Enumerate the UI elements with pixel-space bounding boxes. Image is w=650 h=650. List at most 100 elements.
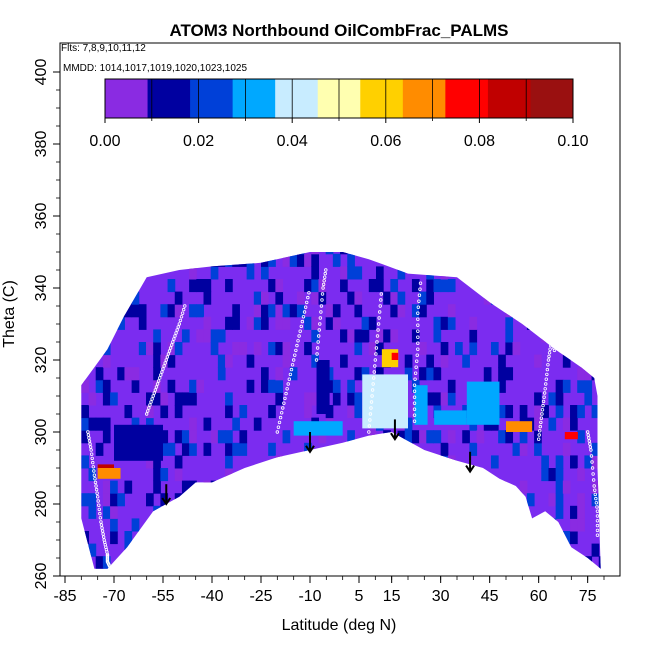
track-dot xyxy=(315,346,320,350)
heatmap-cell xyxy=(476,468,485,482)
heatmap-cell xyxy=(203,493,212,507)
x-axis-title: Latitude (deg N) xyxy=(282,617,397,634)
heatmap-cell xyxy=(311,329,319,343)
heatmap-cell xyxy=(174,342,183,356)
heatmap-cell xyxy=(153,531,161,545)
heatmap-cell xyxy=(88,417,97,431)
track-dot xyxy=(94,484,98,488)
heatmap-cell xyxy=(397,253,406,267)
track-dot xyxy=(283,396,287,401)
heatmap-cell xyxy=(332,304,341,318)
heatmap-cell xyxy=(354,405,363,419)
track-dot xyxy=(168,346,173,350)
track-dot xyxy=(171,340,175,344)
heatmap-cell xyxy=(505,329,514,343)
track-dot xyxy=(377,310,382,314)
heatmap-cell xyxy=(570,342,578,356)
track-dot xyxy=(156,379,161,383)
heatmap-cell xyxy=(181,543,190,557)
heatmap-cell xyxy=(88,468,97,482)
y-tick-label: 400 xyxy=(33,59,50,86)
heatmap-cell xyxy=(153,455,161,469)
heatmap-cell xyxy=(253,493,262,507)
heatmap-cell xyxy=(447,379,456,393)
track-dot xyxy=(279,411,284,415)
x-tick-label: -25 xyxy=(249,588,272,605)
track-dot xyxy=(541,399,546,404)
arrow-head xyxy=(305,445,315,454)
heatmap-cell xyxy=(419,291,427,305)
heatmap-cell xyxy=(95,417,104,431)
heatmap-cell xyxy=(81,379,90,393)
heatmap-cell xyxy=(332,455,341,469)
heatmap-cell xyxy=(505,518,514,532)
heatmap-cell xyxy=(411,304,420,318)
track-dot xyxy=(282,401,286,405)
x-tick-label: -10 xyxy=(298,588,321,605)
heatmap-cell xyxy=(189,518,197,532)
heatmap-cell xyxy=(239,442,248,456)
heatmap-cell xyxy=(160,543,169,557)
track-dot xyxy=(595,514,600,518)
heatmap-cell xyxy=(534,316,542,330)
heatmap-cell xyxy=(519,430,528,444)
heatmap-cell xyxy=(562,379,571,393)
heatmap-cell xyxy=(203,480,212,494)
heatmap-cell xyxy=(577,430,585,444)
heatmap-cell xyxy=(562,556,571,569)
heatmap-cell xyxy=(203,329,212,343)
heatmap-cell xyxy=(95,442,104,456)
heatmap-cell xyxy=(146,342,154,356)
heatmap-cell xyxy=(124,556,133,569)
heatmap-cell xyxy=(261,316,269,330)
track-dot xyxy=(595,523,600,528)
heatmap-cell xyxy=(577,342,585,356)
heatmap-cell xyxy=(347,266,355,280)
heatmap-cell xyxy=(289,493,298,507)
heatmap-cell xyxy=(81,252,90,255)
heatmap-cell xyxy=(253,505,262,519)
heatmap-cell xyxy=(455,531,463,545)
heatmap-cell xyxy=(526,493,535,507)
track-dot xyxy=(324,268,328,272)
heatmap-cell xyxy=(268,342,276,356)
track-dot xyxy=(371,382,375,386)
heatmap-cell xyxy=(160,556,169,569)
y-tick-label: 260 xyxy=(33,563,50,590)
track-dot xyxy=(589,448,593,452)
heatmap-cell xyxy=(426,266,434,280)
heatmap-cell xyxy=(318,279,327,293)
heatmap-cell xyxy=(239,253,248,267)
heatmap-cell xyxy=(361,329,370,343)
track-dot xyxy=(591,478,596,482)
heatmap-cell xyxy=(311,505,319,519)
heatmap-cell xyxy=(189,505,197,519)
heatmap-cell xyxy=(390,291,399,305)
track-dot xyxy=(318,316,323,320)
heatmap-cell xyxy=(81,417,90,431)
track-dot xyxy=(150,397,154,401)
heatmap-cell xyxy=(253,316,262,330)
heatmap-cell xyxy=(181,442,190,456)
heatmap-cell xyxy=(469,329,478,343)
heatmap-cell xyxy=(246,505,255,519)
heatmap-cell xyxy=(146,253,154,267)
heatmap-cell xyxy=(196,279,205,293)
heatmap-cell xyxy=(160,430,169,444)
heatmap-cell xyxy=(325,316,334,330)
track-dot xyxy=(376,322,381,326)
heatmap-cell xyxy=(440,455,449,469)
track-dot xyxy=(144,412,149,416)
track-dot xyxy=(373,364,377,368)
heatmap-cell xyxy=(584,455,593,469)
heatmap-cell xyxy=(548,266,557,280)
track-dot xyxy=(277,420,282,425)
heatmap-cell xyxy=(584,379,593,393)
heatmap-cell xyxy=(555,468,564,482)
heatmap-cell xyxy=(426,279,434,293)
y-axis-title: Theta (C) xyxy=(1,280,18,348)
heatmap-cell xyxy=(110,518,118,532)
heatmap-cell xyxy=(117,279,125,293)
heatmap-cell xyxy=(440,392,449,406)
heatmap-cell xyxy=(217,505,226,519)
